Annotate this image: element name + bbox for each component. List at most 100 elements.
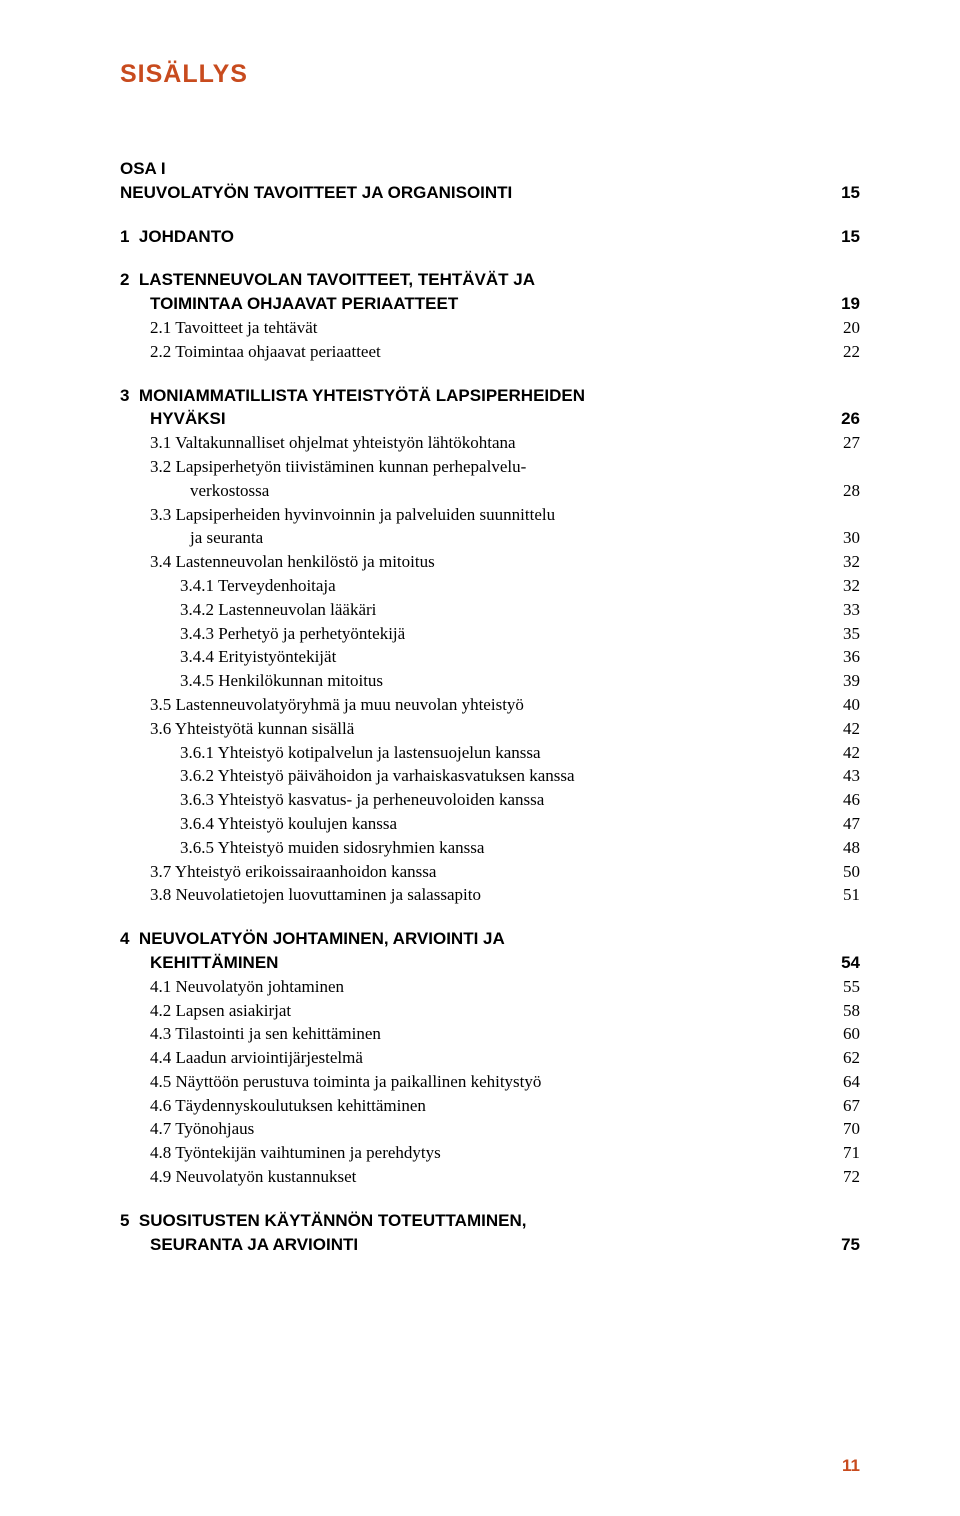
toc-item: 3.6.2 Yhteistyö päivähoidon ja varhaiska…: [120, 764, 860, 788]
part-heading-line2-row: NEUVOLATYÖN TAVOITTEET JA ORGANISOINTI 1…: [120, 181, 860, 205]
toc-item-page: 30: [820, 526, 860, 550]
toc-item-label: 2.1 Tavoitteet ja tehtävät: [120, 316, 820, 340]
toc-item-label: 3.4.1 Terveydenhoitaja: [120, 574, 820, 598]
toc-item: 3.4.4 Erityistyöntekijät36: [120, 645, 860, 669]
ch2-num: 2: [120, 270, 129, 289]
toc-ch4-line2: KEHITTÄMINEN 54: [120, 951, 860, 975]
toc-item-label: 4.4 Laadun arviointijärjestelmä: [120, 1046, 820, 1070]
toc-item: 3.4.3 Perhetyö ja perhetyöntekijä35: [120, 622, 860, 646]
ch4-title-l2: KEHITTÄMINEN: [120, 951, 820, 975]
toc-item: 4.1 Neuvolatyön johtaminen55: [120, 975, 860, 999]
toc-item: 3.8 Neuvolatietojen luovuttaminen ja sal…: [120, 883, 860, 907]
toc-item-label: 4.6 Täydennyskoulutuksen kehittäminen: [120, 1094, 820, 1118]
toc-item: 4.9 Neuvolatyön kustannukset72: [120, 1165, 860, 1189]
toc-item-page: 55: [820, 975, 860, 999]
toc-item-page: 35: [820, 622, 860, 646]
toc-item: 3.6.4 Yhteistyö koulujen kanssa47: [120, 812, 860, 836]
toc-item-page: 50: [820, 860, 860, 884]
toc-item: 4.4 Laadun arviointijärjestelmä62: [120, 1046, 860, 1070]
part-heading-line1: OSA I: [120, 157, 860, 181]
toc-item-page: 48: [820, 836, 860, 860]
toc-item-label: 3.8 Neuvolatietojen luovuttaminen ja sal…: [120, 883, 820, 907]
toc-item-page: 72: [820, 1165, 860, 1189]
toc-item: 3.5 Lastenneuvolatyöryhmä ja muu neuvola…: [120, 693, 860, 717]
toc-item: 3.4.5 Henkilökunnan mitoitus39: [120, 669, 860, 693]
toc-ch3-line1: 3 MONIAMMATILLISTA YHTEISTYÖTÄ LAPSIPERH…: [120, 384, 860, 408]
ch1-num: 1: [120, 227, 129, 246]
toc-ch1: 1 JOHDANTO 15: [120, 225, 860, 249]
toc-item: 4.3 Tilastointi ja sen kehittäminen60: [120, 1022, 860, 1046]
toc-ch5-line2: SEURANTA JA ARVIOINTI 75: [120, 1233, 860, 1257]
ch5-page: 75: [820, 1233, 860, 1257]
ch4-page: 54: [820, 951, 860, 975]
toc-item-page: 64: [820, 1070, 860, 1094]
toc-item-label: 4.5 Näyttöön perustuva toiminta ja paika…: [120, 1070, 820, 1094]
toc-item: 3.1 Valtakunnalliset ohjelmat yhteistyön…: [120, 431, 860, 455]
ch4-title-l1: NEUVOLATYÖN JOHTAMINEN, ARVIOINTI JA: [139, 929, 505, 948]
toc-item-label-cont: ja seuranta: [120, 526, 820, 550]
toc-item: 2.1 Tavoitteet ja tehtävät 20: [120, 316, 860, 340]
toc-item-label-cont: verkostossa: [120, 479, 820, 503]
toc-item-page: 70: [820, 1117, 860, 1141]
toc-item-page: 71: [820, 1141, 860, 1165]
toc-item: 3.6.1 Yhteistyö kotipalvelun ja lastensu…: [120, 741, 860, 765]
toc-item-page: 43: [820, 764, 860, 788]
toc-item-label: 3.4.3 Perhetyö ja perhetyöntekijä: [120, 622, 820, 646]
toc-item-page: 62: [820, 1046, 860, 1070]
toc-item-page: 58: [820, 999, 860, 1023]
toc-item-page: 46: [820, 788, 860, 812]
toc-item-page: 36: [820, 645, 860, 669]
toc-item-page: 47: [820, 812, 860, 836]
toc-item-label: 3.6.5 Yhteistyö muiden sidosryhmien kans…: [120, 836, 820, 860]
toc-item: 3.6 Yhteistyötä kunnan sisällä42: [120, 717, 860, 741]
toc-item-page: 22: [820, 340, 860, 364]
toc-item-label: 3.3 Lapsiperheiden hyvinvoinnin ja palve…: [120, 503, 860, 527]
toc-item-label: 3.1 Valtakunnalliset ohjelmat yhteistyön…: [120, 431, 820, 455]
page-number: 11: [842, 1456, 860, 1476]
toc-item: 3.6.3 Yhteistyö kasvatus- ja perheneuvol…: [120, 788, 860, 812]
toc-item-cont: ja seuranta30: [120, 526, 860, 550]
part-heading: OSA I: [120, 157, 860, 181]
ch1-title: JOHDANTO: [139, 227, 234, 246]
toc-item-label: 4.8 Työntekijän vaihtuminen ja perehdyty…: [120, 1141, 820, 1165]
toc-item-page: 27: [820, 431, 860, 455]
toc-item-page: 60: [820, 1022, 860, 1046]
toc-item-label: 4.2 Lapsen asiakirjat: [120, 999, 820, 1023]
ch2-title-l2: TOIMINTAA OHJAAVAT PERIAATTEET: [120, 292, 820, 316]
toc-item: 3.2 Lapsiperhetyön tiivistäminen kunnan …: [120, 455, 860, 479]
toc-item: 4.8 Työntekijän vaihtuminen ja perehdyty…: [120, 1141, 860, 1165]
toc-item-label: 3.6.3 Yhteistyö kasvatus- ja perheneuvol…: [120, 788, 820, 812]
toc-item-label: 4.3 Tilastointi ja sen kehittäminen: [120, 1022, 820, 1046]
toc-item-label: 3.4.4 Erityistyöntekijät: [120, 645, 820, 669]
toc-item: 3.4.2 Lastenneuvolan lääkäri33: [120, 598, 860, 622]
toc-item-label: 3.4.5 Henkilökunnan mitoitus: [120, 669, 820, 693]
toc-item: 4.6 Täydennyskoulutuksen kehittäminen67: [120, 1094, 860, 1118]
toc-item-label: 3.2 Lapsiperhetyön tiivistäminen kunnan …: [120, 455, 860, 479]
toc-item-label: 3.5 Lastenneuvolatyöryhmä ja muu neuvola…: [120, 693, 820, 717]
toc-item: 3.3 Lapsiperheiden hyvinvoinnin ja palve…: [120, 503, 860, 527]
toc-item-page: 51: [820, 883, 860, 907]
toc-item-label: 3.6.1 Yhteistyö kotipalvelun ja lastensu…: [120, 741, 820, 765]
toc-item-page: 20: [820, 316, 860, 340]
ch3-page: 26: [820, 407, 860, 431]
ch5-num: 5: [120, 1211, 129, 1230]
toc-item-label: 4.1 Neuvolatyön johtaminen: [120, 975, 820, 999]
toc-ch5-line1: 5 SUOSITUSTEN KÄYTÄNNÖN TOTEUTTAMINEN,: [120, 1209, 860, 1233]
ch3-num: 3: [120, 386, 129, 405]
toc-item-page: 42: [820, 717, 860, 741]
toc-item-label: 4.9 Neuvolatyön kustannukset: [120, 1165, 820, 1189]
toc-item-label: 3.6.4 Yhteistyö koulujen kanssa: [120, 812, 820, 836]
toc-item-page: 32: [820, 574, 860, 598]
toc-item-label: 3.4.2 Lastenneuvolan lääkäri: [120, 598, 820, 622]
toc-item: 3.7 Yhteistyö erikoissairaanhoidon kanss…: [120, 860, 860, 884]
part-page: 15: [820, 181, 860, 205]
toc-item-page: 39: [820, 669, 860, 693]
ch3-title-l2: HYVÄKSI: [120, 407, 820, 431]
toc-item-label: 3.6.2 Yhteistyö päivähoidon ja varhaiska…: [120, 764, 820, 788]
toc-item-label: 3.4 Lastenneuvolan henkilöstö ja mitoitu…: [120, 550, 820, 574]
toc-item-page: 42: [820, 741, 860, 765]
toc-item: 4.5 Näyttöön perustuva toiminta ja paika…: [120, 1070, 860, 1094]
part-heading-line2: NEUVOLATYÖN TAVOITTEET JA ORGANISOINTI: [120, 181, 820, 205]
toc-item-page: 67: [820, 1094, 860, 1118]
toc-item-page: 32: [820, 550, 860, 574]
